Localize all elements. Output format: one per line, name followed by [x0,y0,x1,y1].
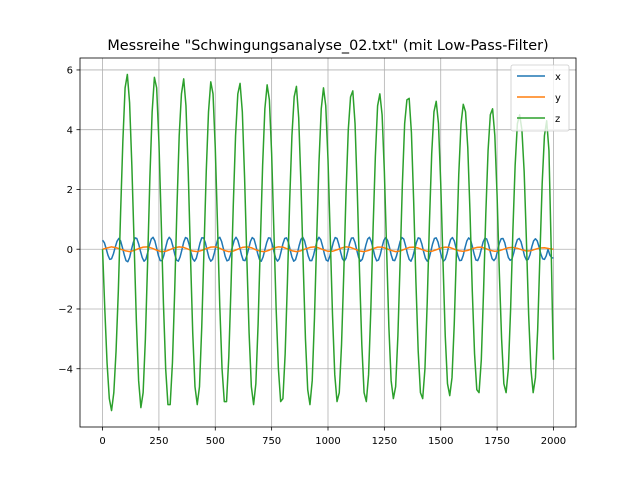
legend-label-y: y [555,93,561,104]
x-tick-label: 1500 [428,436,453,447]
x-axis: 0 250 500 750 1000 1250 1500 1750 2000 [99,427,566,447]
x-tick-label: 250 [149,436,168,447]
x-tick-label: 1750 [484,436,509,447]
y-tick-label: −4 [58,364,73,375]
x-tick-label: 1000 [315,436,340,447]
series-line-y [102,246,554,253]
legend-label-x: x [555,72,561,83]
x-tick-label: 1250 [372,436,397,447]
series-line-z [101,73,555,412]
x-tick-label: 2000 [541,436,566,447]
y-tick-label: 0 [67,245,73,256]
series-layer [101,73,555,412]
y-tick-label: 6 [67,66,73,77]
legend-box [510,64,570,132]
chart-title: Messreihe "Schwingungsanalyse_02.txt" (m… [107,38,548,54]
legend-label-z: z [555,114,560,125]
y-tick-label: 4 [67,125,73,136]
x-tick-label: 500 [206,436,225,447]
y-axis: −4 −2 0 2 4 6 [58,66,80,375]
y-tick-label: −2 [58,305,73,316]
x-tick-label: 0 [99,436,105,447]
y-tick-label: 2 [67,185,73,196]
x-tick-label: 750 [262,436,281,447]
legend: xyz [510,64,570,132]
series-line-x [101,236,554,263]
